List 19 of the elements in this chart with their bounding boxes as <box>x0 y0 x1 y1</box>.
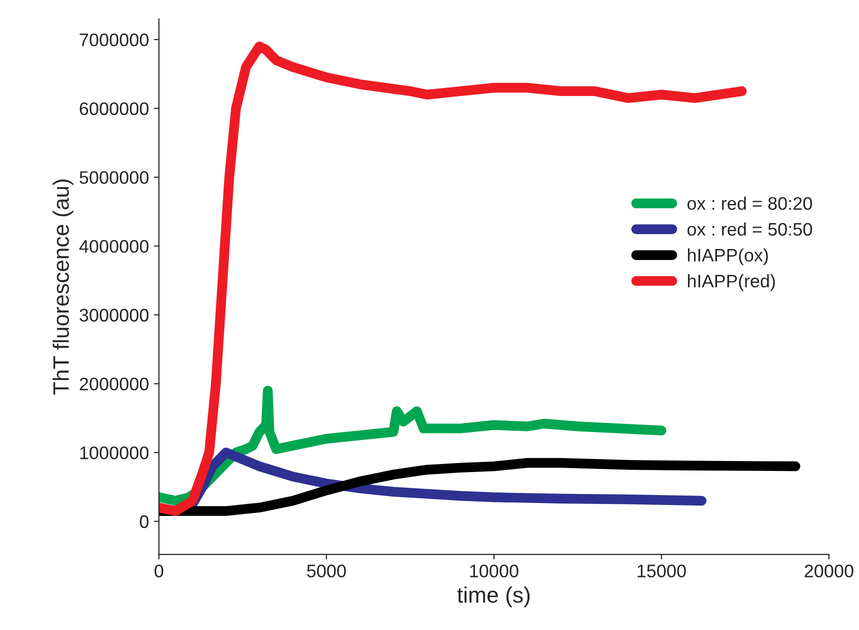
legend-label: ox : red = 50:50 <box>687 222 812 236</box>
y-tick-label: 4000000 <box>79 240 148 253</box>
y-axis-title: ThT fluorescence (au) <box>52 180 74 395</box>
y-tick-label: 1000000 <box>80 446 148 460</box>
x-tick-label: 10000 <box>470 564 518 578</box>
x-tick-label: 0 <box>154 564 164 578</box>
y-tick-label: 2000000 <box>80 378 148 390</box>
legend-label: hIAPP(red) <box>688 274 775 292</box>
x-tick-label: 20000 <box>804 564 854 578</box>
legend-label: ox : red = 80:20 <box>687 196 812 210</box>
y-tick-label: 6000000 <box>80 102 148 116</box>
x-tick-label: 5000 <box>307 564 346 578</box>
y-tick-label: 5000000 <box>80 171 148 184</box>
y-tick-label: 0 <box>140 515 148 528</box>
legend-label: hIAPP(ox) <box>688 248 768 266</box>
x-tick-label: 15000 <box>638 564 686 578</box>
y-tick-label: 7000000 <box>80 33 148 46</box>
y-tick-label: 3000000 <box>80 308 148 322</box>
x-axis-title: time (s) <box>457 586 530 608</box>
